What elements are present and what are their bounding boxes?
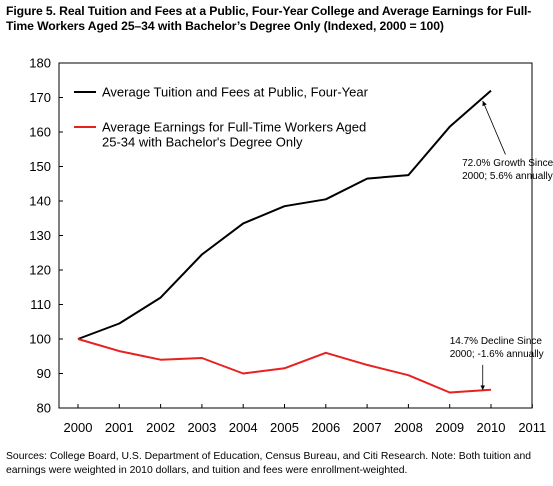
y-tick-label: 100 [29, 332, 51, 347]
y-tick-label: 180 [29, 56, 51, 71]
x-tick-label: 2008 [394, 420, 423, 435]
y-tick-label: 80 [37, 401, 51, 416]
x-tick-label: 2001 [105, 420, 134, 435]
source-note-line-2: earnings were weighted in 2010 dollars, … [6, 465, 408, 476]
annotation-decline-text: 14.7% Decline Since [450, 336, 543, 347]
annotation-growth-text: 72.0% Growth Since [462, 158, 553, 169]
x-tick-label: 2006 [311, 420, 340, 435]
y-tick-label: 110 [30, 297, 51, 312]
y-tick-label: 170 [29, 90, 51, 105]
y-tick-label: 90 [37, 366, 51, 381]
y-tick-label: 160 [29, 125, 51, 140]
chart-title-line-2: Time Workers Aged 25–34 with Bachelor’s … [6, 19, 444, 33]
x-tick-label: 2010 [477, 420, 506, 435]
x-tick-label: 2003 [187, 420, 216, 435]
annotation-decline-text: 2000; -1.6% annually [450, 349, 544, 360]
y-tick-label: 140 [29, 194, 51, 209]
x-tick-label: 2000 [64, 420, 93, 435]
legend-label-earnings-line: Average Earnings for Full-Time Workers A… [102, 120, 366, 135]
x-tick-label: 2002 [146, 420, 175, 435]
y-tick-label: 150 [29, 159, 51, 174]
legend-label-earnings-line: 25-34 with Bachelor's Degree Only [102, 135, 303, 150]
y-tick-label: 120 [29, 263, 51, 278]
earnings-series-line [77, 338, 492, 394]
annotation-growth-arrow [482, 100, 506, 155]
source-note-line-1: Sources: College Board, U.S. Department … [6, 451, 532, 462]
x-tick-label: 2011 [518, 420, 546, 435]
x-tick-label: 2004 [229, 420, 258, 435]
source-note: Sources: College Board, U.S. Department … [6, 450, 551, 478]
x-tick-label: 2005 [270, 420, 299, 435]
annotation-growth-text: 2000; 5.6% annually [462, 171, 553, 182]
x-tick-label: 2009 [435, 420, 464, 435]
y-tick-label: 130 [29, 228, 51, 243]
chart-title-line-1: Figure 5. Real Tuition and Fees at a Pub… [6, 4, 532, 18]
x-tick-label: 2007 [353, 420, 382, 435]
tuition-series-line [77, 89, 492, 340]
legend-label-tuition: Average Tuition and Fees at Public, Four… [102, 85, 369, 100]
chart-title: Figure 5. Real Tuition and Fees at a Pub… [6, 4, 548, 34]
